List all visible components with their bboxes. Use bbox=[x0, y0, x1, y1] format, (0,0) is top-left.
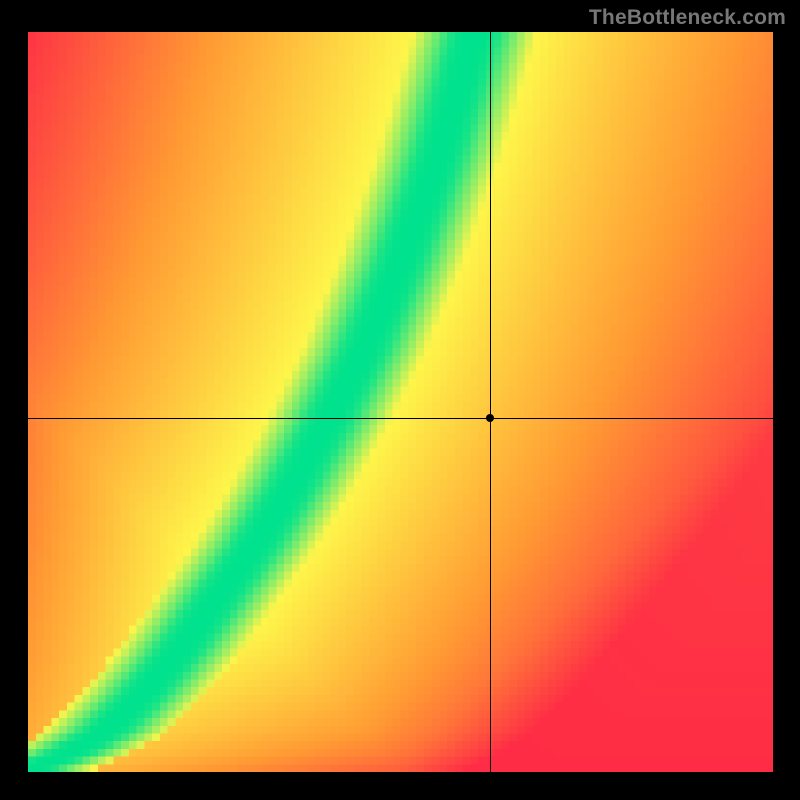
watermark-text: TheBottleneck.com bbox=[589, 6, 786, 30]
heatmap-plot bbox=[28, 32, 773, 772]
crosshair-marker bbox=[486, 414, 494, 422]
crosshair-horizontal bbox=[28, 418, 773, 419]
heatmap-canvas bbox=[28, 32, 773, 772]
crosshair-vertical bbox=[490, 32, 491, 772]
